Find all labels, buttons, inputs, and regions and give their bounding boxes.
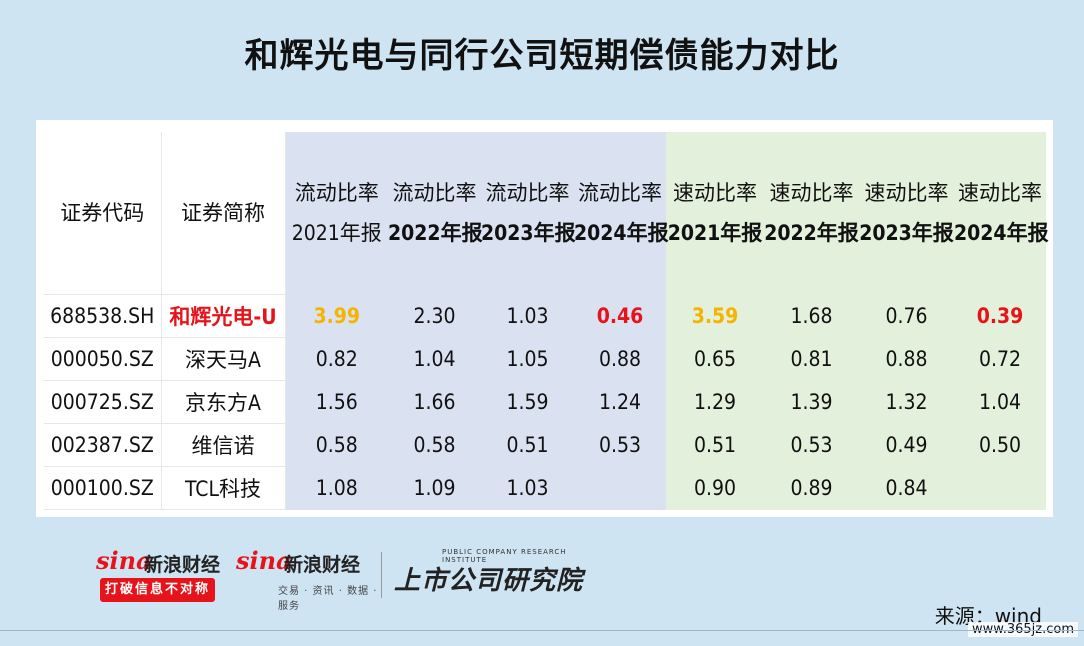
cell-name: 深天马A bbox=[161, 337, 286, 381]
table-row: 000725.SZ 京东方A 1.56 1.66 1.59 1.24 1.29 … bbox=[44, 380, 1046, 424]
table-row: 000100.SZ TCL科技 1.08 1.09 1.03 0.90 0.89… bbox=[44, 466, 1046, 510]
cell-code: 000725.SZ bbox=[44, 380, 162, 424]
table-header-row: 证券代码 证券简称 流动比率 2021年报 流动比率 2022年报 流动比率 2023… bbox=[44, 132, 1049, 295]
cell-current-2021: 1.08 bbox=[285, 466, 388, 510]
cell-current-2024: 0.53 bbox=[574, 423, 666, 467]
cell-quick-2023: 0.76 bbox=[859, 294, 954, 338]
cell-quick-2023: 0.49 bbox=[859, 423, 954, 467]
watermark: www.365jz.com bbox=[968, 622, 1078, 637]
comparison-table-panel: 证券代码 证券简称 流动比率 2021年报 流动比率 2022年报 流动比率 2023… bbox=[36, 120, 1053, 517]
institute-english-name: PUBLIC COMPANY RESEARCH INSTITUTE bbox=[442, 548, 567, 564]
cell-quick-2021: 0.51 bbox=[666, 423, 764, 467]
cell-code: 688538.SH bbox=[44, 294, 162, 338]
cell-current-2023: 1.59 bbox=[481, 380, 574, 424]
cell-quick-2024: 0.50 bbox=[954, 423, 1046, 467]
cell-quick-2024: 0.39 bbox=[954, 294, 1046, 338]
header-current-2023: 流动比率 2023年报 bbox=[481, 132, 576, 295]
cell-quick-2023: 0.84 bbox=[859, 466, 954, 510]
cell-name: 维信诺 bbox=[161, 423, 286, 467]
cell-quick-2021: 1.29 bbox=[666, 380, 764, 424]
table-row: 688538.SH 和辉光电-U 3.99 2.30 1.03 0.46 3.5… bbox=[44, 294, 1046, 338]
cell-name: 京东方A bbox=[161, 380, 286, 424]
sina-finance-logo: sina 新浪财经 打破信息不对称 bbox=[92, 546, 222, 602]
cell-current-2024: 1.24 bbox=[574, 380, 666, 424]
sina-finance-name: 新浪财经 bbox=[284, 554, 361, 576]
table-row: 000050.SZ 深天马A 0.82 1.04 1.05 0.88 0.65 … bbox=[44, 337, 1046, 381]
header-quick-2021: 速动比率 2021年报 bbox=[666, 132, 764, 295]
cell-quick-2024 bbox=[954, 466, 1046, 510]
cell-current-2024: 0.88 bbox=[574, 337, 666, 381]
cell-current-2021: 0.82 bbox=[285, 337, 388, 381]
header-quick-2022: 速动比率 2022年报 bbox=[764, 132, 859, 295]
cell-current-2022: 0.58 bbox=[388, 423, 481, 467]
table-row: 002387.SZ 维信诺 0.58 0.58 0.51 0.53 0.51 0… bbox=[44, 423, 1046, 467]
header-current-2021: 流动比率 2021年报 bbox=[285, 132, 388, 295]
cell-current-2023: 0.51 bbox=[481, 423, 574, 467]
header-current-2022: 流动比率 2022年报 bbox=[388, 132, 483, 295]
cell-quick-2023: 1.32 bbox=[859, 380, 954, 424]
sina-brand-mark: sina bbox=[236, 546, 292, 575]
cell-code: 000100.SZ bbox=[44, 466, 162, 510]
cell-current-2021: 0.58 bbox=[285, 423, 388, 467]
cell-current-2022: 2.30 bbox=[388, 294, 481, 338]
sina-finance-name: 新浪财经 bbox=[144, 554, 221, 576]
page-title: 和辉光电与同行公司短期偿债能力对比 bbox=[244, 36, 840, 76]
sina-brand-mark: sina bbox=[96, 546, 152, 575]
cell-current-2023: 1.03 bbox=[481, 294, 574, 338]
cell-quick-2022: 0.53 bbox=[764, 423, 859, 467]
cell-code: 000050.SZ bbox=[44, 337, 162, 381]
cell-quick-2023: 0.88 bbox=[859, 337, 954, 381]
cell-current-2021: 3.99 bbox=[285, 294, 388, 338]
comparison-table: 证券代码 证券简称 流动比率 2021年报 流动比率 2022年报 流动比率 2023… bbox=[44, 132, 1049, 510]
cell-current-2022: 1.04 bbox=[388, 337, 481, 381]
header-code: 证券代码 bbox=[44, 132, 162, 295]
cell-quick-2024: 0.72 bbox=[954, 337, 1046, 381]
cell-quick-2022: 0.89 bbox=[764, 466, 859, 510]
cell-name: TCL科技 bbox=[161, 466, 286, 510]
sina-finance-logo-2: sina 新浪财经 交易 · 资讯 · 数据 · 服务 bbox=[236, 546, 381, 612]
cell-quick-2024: 1.04 bbox=[954, 380, 1046, 424]
cell-current-2021: 1.56 bbox=[285, 380, 388, 424]
cell-quick-2021: 0.65 bbox=[666, 337, 764, 381]
cell-quick-2021: 3.59 bbox=[666, 294, 764, 338]
cell-quick-2022: 0.81 bbox=[764, 337, 859, 381]
cell-name: 和辉光电-U bbox=[161, 294, 286, 338]
cell-current-2024: 0.46 bbox=[574, 294, 666, 338]
header-quick-2023: 速动比率 2023年报 bbox=[859, 132, 954, 295]
cell-current-2024 bbox=[574, 466, 666, 510]
header-quick-2024: 速动比率 2024年报 bbox=[954, 132, 1049, 295]
institute-name: 上市公司研究院 bbox=[394, 566, 584, 596]
cell-current-2022: 1.66 bbox=[388, 380, 481, 424]
header-current-2024: 流动比率 2024年报 bbox=[574, 132, 669, 295]
cell-current-2022: 1.09 bbox=[388, 466, 481, 510]
slogan-badge: 打破信息不对称 bbox=[100, 578, 215, 602]
cell-code: 002387.SZ bbox=[44, 423, 162, 467]
research-institute-logo: PUBLIC COMPANY RESEARCH INSTITUTE 上市公司研究… bbox=[390, 546, 590, 602]
cell-quick-2021: 0.90 bbox=[666, 466, 764, 510]
footer: sina 新浪财经 打破信息不对称 sina 新浪财经 交易 · 资讯 · 数据… bbox=[0, 540, 1084, 646]
sina-services-text: 交易 · 资讯 · 数据 · 服务 bbox=[278, 586, 378, 612]
cell-quick-2022: 1.39 bbox=[764, 380, 859, 424]
logo-divider bbox=[381, 552, 382, 598]
cell-quick-2022: 1.68 bbox=[764, 294, 859, 338]
bottom-divider bbox=[0, 630, 1084, 631]
header-name: 证券简称 bbox=[161, 132, 286, 295]
cell-current-2023: 1.05 bbox=[481, 337, 574, 381]
cell-current-2023: 1.03 bbox=[481, 466, 574, 510]
